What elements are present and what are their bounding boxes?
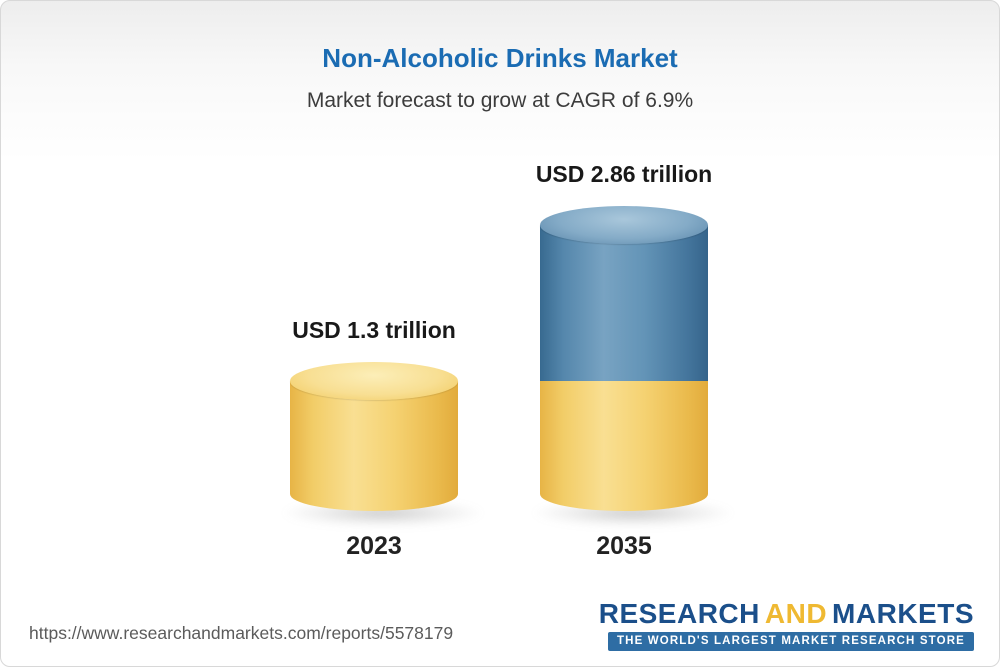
cylinder-2023-body bbox=[290, 381, 458, 511]
cylinder-2023-cap bbox=[290, 362, 458, 400]
cylinder-2035-cap bbox=[540, 206, 708, 244]
logo-and: AND bbox=[764, 598, 828, 629]
year-label-2035: 2035 bbox=[596, 532, 652, 560]
chart-title: Non-Alcoholic Drinks Market bbox=[322, 43, 678, 73]
research-and-markets-logo: RESEARCH AND MARKETS THE WORLD'S LARGEST M… bbox=[599, 599, 974, 652]
report-url: https://www.researchandmarkets.com/repor… bbox=[29, 623, 454, 643]
logo-markets: MARKETS bbox=[832, 598, 974, 629]
cylinder-2035-blue-segment bbox=[540, 225, 708, 381]
chart-subtitle: Market forecast to grow at CAGR of 6.9% bbox=[306, 89, 694, 112]
year-label-2023: 2023 bbox=[346, 532, 402, 560]
value-label-2035: USD 2.86 trillion bbox=[535, 161, 713, 187]
value-label-2023: USD 1.3 trillion bbox=[292, 317, 456, 343]
logo-wordmark: RESEARCH AND MARKETS bbox=[599, 599, 974, 628]
logo-tagline: THE WORLD'S LARGEST MARKET RESEARCH STOR… bbox=[607, 632, 974, 652]
logo-research: RESEARCH bbox=[598, 598, 760, 629]
cylinder-2035-yellow-segment bbox=[540, 381, 708, 511]
